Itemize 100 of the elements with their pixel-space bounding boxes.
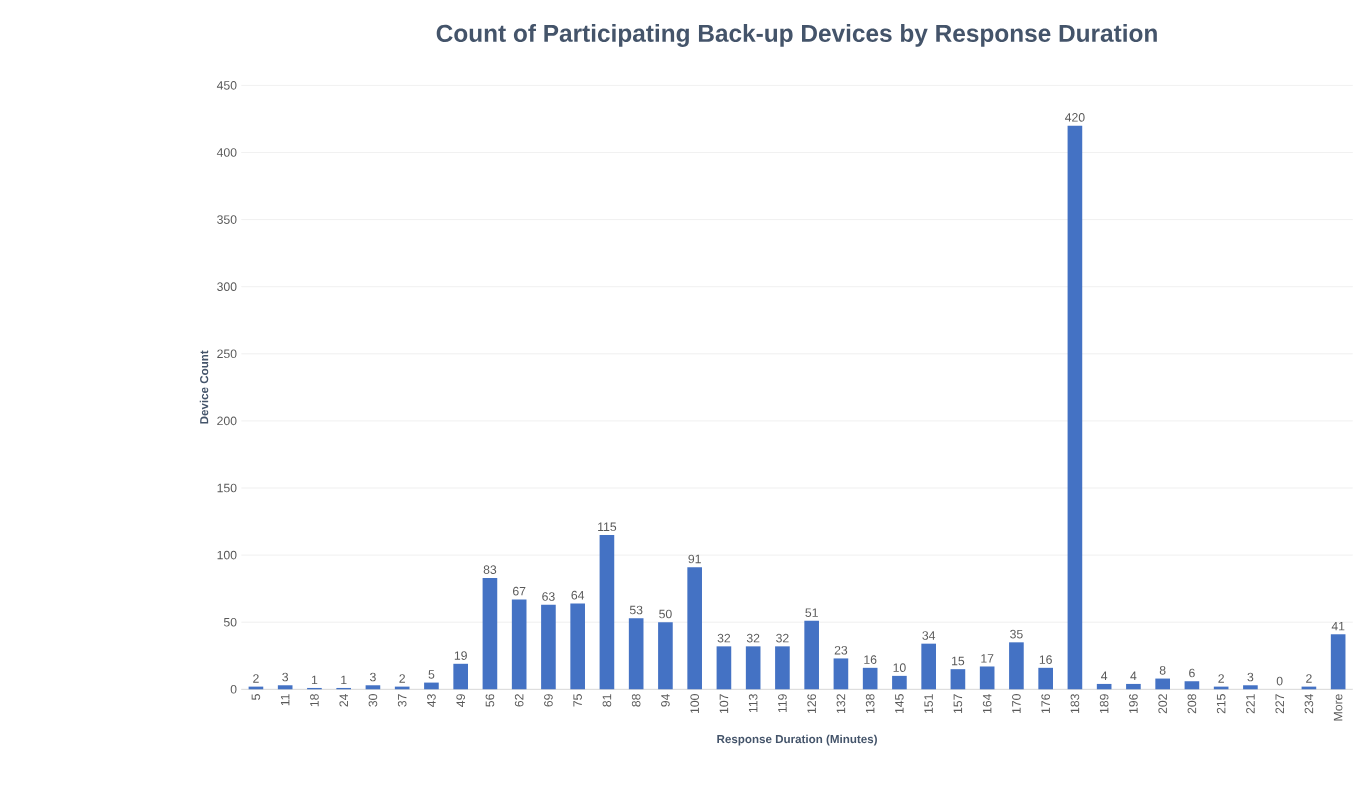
data-label: 5 — [428, 670, 435, 679]
x-tick-label: 88 — [631, 694, 641, 707]
bar — [1184, 681, 1200, 690]
x-tick-label: 221 — [1246, 694, 1255, 714]
y-tick-label: 450 — [216, 81, 237, 90]
data-label: 16 — [1039, 655, 1052, 664]
x-tick-label: 183 — [1070, 694, 1080, 713]
y-axis-title: Device Count — [199, 350, 209, 424]
data-label: 2 — [253, 674, 259, 683]
data-label: 0 — [1276, 676, 1283, 686]
bar — [979, 666, 995, 690]
bar — [950, 669, 966, 690]
y-tick-label: 50 — [223, 617, 237, 627]
bar — [1067, 125, 1083, 690]
bar — [482, 577, 498, 690]
x-tick-label: 5 — [251, 694, 261, 700]
bar — [1243, 685, 1258, 690]
data-label: 1 — [311, 675, 318, 685]
y-tick-label: 0 — [230, 684, 237, 694]
x-tick-label: 113 — [748, 694, 758, 713]
x-tick-label: 176 — [1041, 694, 1050, 713]
bar — [277, 685, 293, 690]
data-label: 15 — [952, 656, 965, 666]
data-label: 63 — [542, 592, 555, 601]
bar — [745, 646, 761, 690]
data-label: 3 — [1247, 672, 1254, 682]
data-label: 4 — [1130, 671, 1137, 680]
bar — [1009, 642, 1024, 690]
x-tick-label: 94 — [661, 693, 670, 707]
data-label: 50 — [659, 609, 672, 619]
bar — [804, 620, 819, 690]
x-tick-label: 138 — [865, 694, 875, 713]
x-tick-label: 170 — [1012, 694, 1021, 713]
x-tick-label: 11 — [280, 694, 290, 706]
x-tick-label: 202 — [1158, 694, 1167, 714]
x-tick-label: 234 — [1304, 693, 1314, 714]
bar — [658, 622, 673, 690]
x-tick-label: More — [1333, 694, 1343, 721]
bar — [833, 658, 849, 690]
chart-title: Count of Participating Back-up Devices by Response Duration — [436, 24, 1157, 47]
y-tick-label: 300 — [217, 282, 237, 291]
x-tick-label: 189 — [1099, 694, 1109, 713]
bar — [628, 618, 644, 690]
data-label: 420 — [1065, 113, 1085, 122]
data-label: 17 — [981, 654, 994, 663]
data-label: 19 — [454, 651, 467, 660]
data-label: 16 — [864, 655, 877, 664]
x-tick-label: 227 — [1275, 694, 1284, 714]
y-tick-label: 150 — [217, 483, 237, 493]
x-tick-label: 49 — [456, 694, 465, 707]
bar — [424, 682, 439, 690]
bar — [892, 675, 907, 690]
data-label: 32 — [717, 633, 731, 643]
y-tick-label: 350 — [217, 215, 237, 224]
data-label: 23 — [834, 645, 848, 655]
data-label: 1 — [341, 675, 347, 685]
x-tick-label: 100 — [690, 694, 699, 713]
data-label: 32 — [776, 633, 789, 643]
data-label: 2 — [399, 674, 405, 683]
bar — [775, 646, 790, 690]
y-tick-label: 250 — [217, 349, 237, 359]
x-tick-label: 196 — [1129, 694, 1138, 713]
data-label: 2 — [1306, 674, 1312, 683]
x-tick-label: 107 — [719, 694, 729, 713]
bar — [1038, 667, 1053, 690]
x-tick-label: 81 — [602, 694, 612, 707]
bar — [1155, 678, 1170, 690]
y-tick-label: 200 — [217, 416, 237, 426]
x-tick-label: 126 — [807, 694, 816, 713]
bar — [511, 599, 527, 690]
x-axis-title: Response Duration (Minutes) — [717, 734, 877, 746]
bar — [570, 603, 585, 690]
x-tick-label: 56 — [485, 694, 495, 707]
y-tick-label: 100 — [217, 550, 237, 560]
data-label: 41 — [1331, 621, 1345, 631]
data-label: 3 — [369, 672, 376, 682]
data-label: 8 — [1159, 665, 1166, 675]
x-tick-label: 43 — [427, 694, 436, 707]
bar — [716, 646, 732, 690]
bar — [687, 567, 702, 690]
x-tick-label: 151 — [924, 694, 933, 713]
data-label: 2 — [1218, 674, 1224, 683]
bar — [1330, 634, 1346, 690]
bar — [453, 663, 468, 690]
bar — [599, 534, 615, 690]
x-tick-label: 215 — [1216, 694, 1226, 714]
x-tick-label: 37 — [397, 694, 407, 707]
bar — [862, 667, 878, 690]
data-label: 115 — [598, 522, 617, 532]
data-label: 91 — [688, 554, 701, 564]
bar — [921, 643, 936, 690]
data-label: 35 — [1010, 629, 1023, 639]
data-label: 4 — [1101, 671, 1108, 680]
data-label: 6 — [1189, 668, 1195, 678]
x-tick-label: 119 — [778, 694, 787, 713]
x-tick-label: 18 — [310, 694, 319, 707]
data-label: 64 — [571, 590, 585, 600]
data-label: 3 — [282, 672, 289, 682]
data-label: 34 — [922, 631, 936, 640]
x-tick-label: 208 — [1187, 694, 1197, 714]
